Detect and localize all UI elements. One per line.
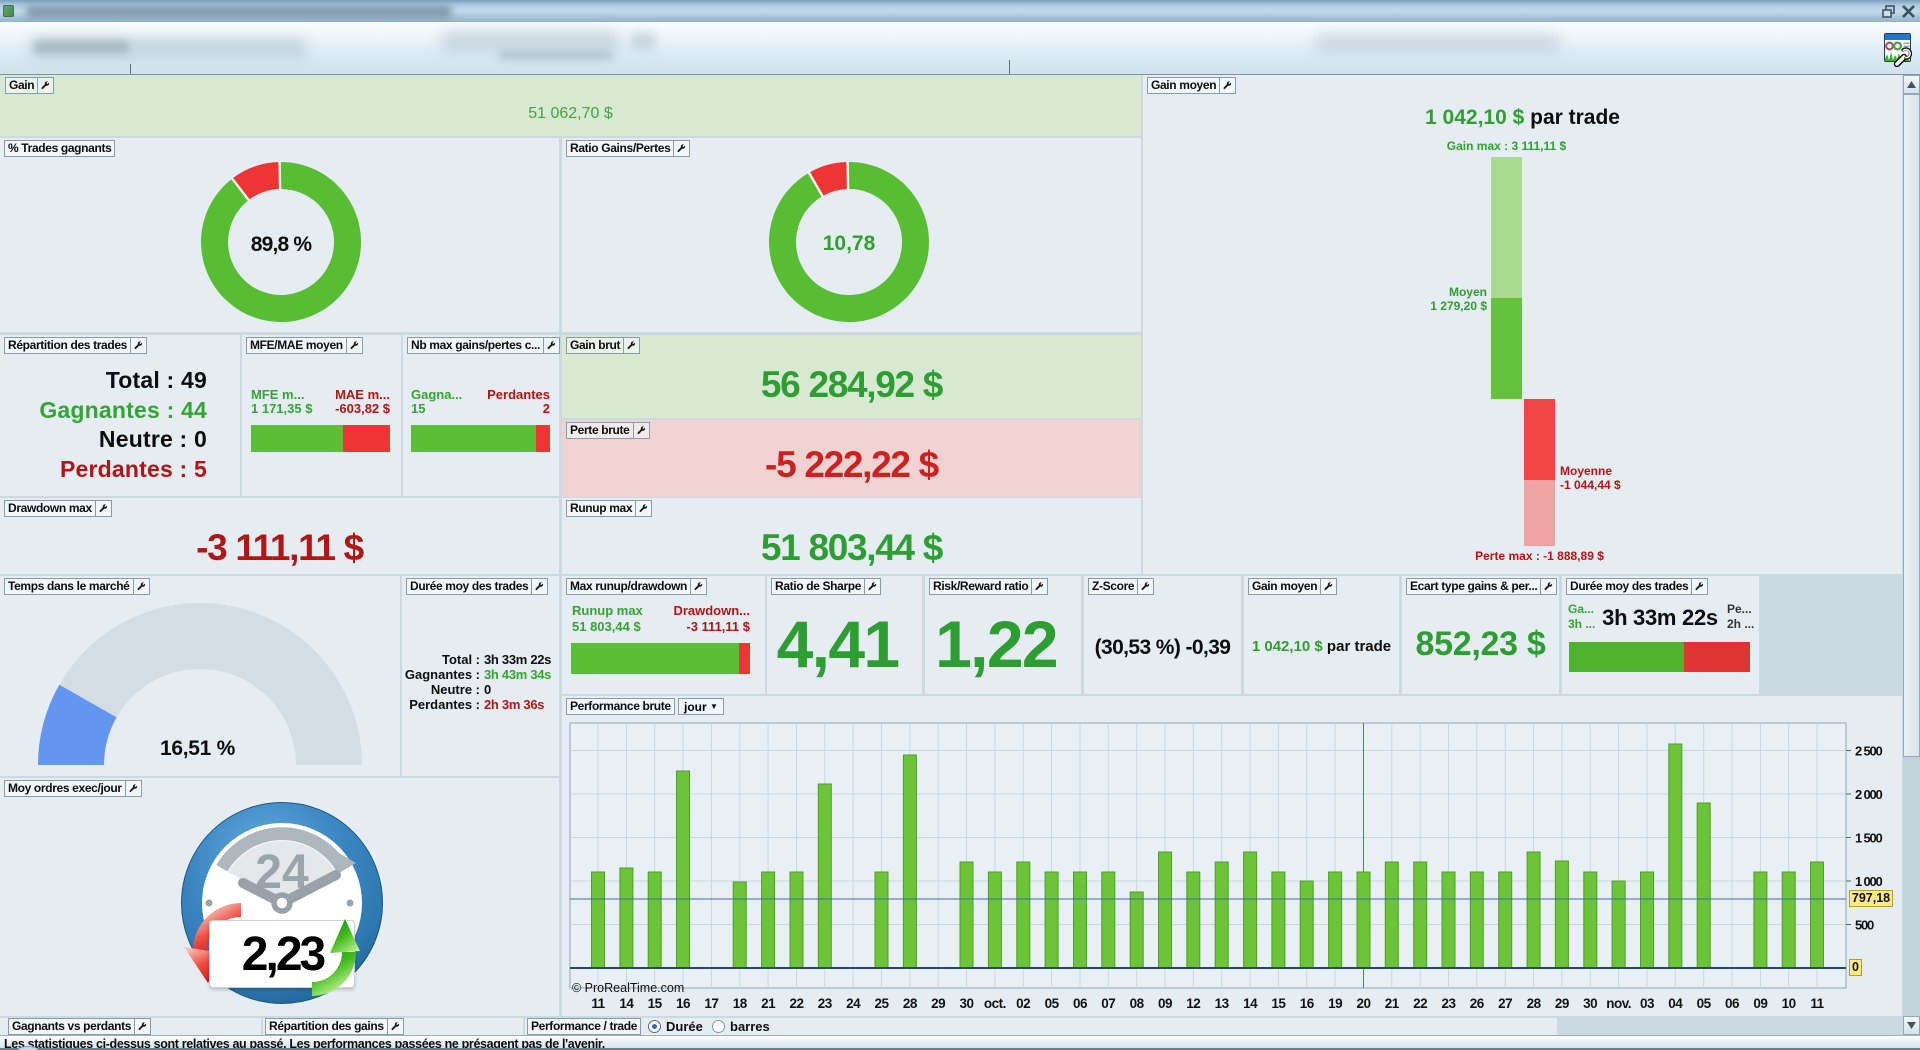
svg-text:03: 03 (1640, 996, 1655, 1011)
svg-text:19: 19 (1328, 996, 1342, 1011)
svg-text:04: 04 (1668, 996, 1683, 1011)
svg-text:14: 14 (619, 996, 634, 1011)
svg-text:24: 24 (846, 996, 861, 1011)
svg-text:28: 28 (1527, 996, 1542, 1011)
svg-text:500: 500 (1855, 918, 1874, 933)
svg-text:16: 16 (1300, 996, 1315, 1011)
svg-text:23: 23 (818, 996, 833, 1011)
svg-text:05: 05 (1697, 996, 1712, 1011)
svg-text:20: 20 (1356, 996, 1370, 1011)
svg-text:09: 09 (1753, 996, 1767, 1011)
svg-text:27: 27 (1498, 996, 1512, 1011)
svg-text:02: 02 (1016, 996, 1030, 1011)
svg-text:nov.: nov. (1606, 996, 1631, 1011)
svg-text:21: 21 (761, 996, 776, 1011)
svg-text:© ProRealTime.com: © ProRealTime.com (572, 981, 684, 995)
svg-text:oct.: oct. (984, 996, 1006, 1011)
svg-text:25: 25 (874, 996, 889, 1011)
svg-text:12: 12 (1186, 996, 1200, 1011)
svg-text:08: 08 (1130, 996, 1145, 1011)
svg-text:15: 15 (1271, 996, 1286, 1011)
svg-text:29: 29 (1555, 996, 1569, 1011)
svg-text:13: 13 (1215, 996, 1230, 1011)
svg-text:17: 17 (704, 996, 718, 1011)
svg-text:10: 10 (1782, 996, 1796, 1011)
svg-text:1 500: 1 500 (1855, 831, 1883, 846)
svg-text:16: 16 (676, 996, 691, 1011)
svg-text:29: 29 (931, 996, 945, 1011)
svg-text:30: 30 (959, 996, 973, 1011)
svg-text:28: 28 (903, 996, 918, 1011)
svg-text:30: 30 (1583, 996, 1597, 1011)
svg-text:11: 11 (1810, 996, 1824, 1011)
svg-text:2 500: 2 500 (1855, 744, 1883, 759)
svg-text:15: 15 (648, 996, 663, 1011)
svg-text:22: 22 (1413, 996, 1427, 1011)
svg-text:1 000: 1 000 (1855, 874, 1883, 889)
svg-text:06: 06 (1073, 996, 1088, 1011)
svg-text:18: 18 (733, 996, 748, 1011)
svg-text:14: 14 (1243, 996, 1258, 1011)
svg-text:06: 06 (1725, 996, 1740, 1011)
svg-text:23: 23 (1441, 996, 1456, 1011)
svg-text:07: 07 (1101, 996, 1115, 1011)
svg-text:2 000: 2 000 (1855, 787, 1883, 802)
svg-text:22: 22 (789, 996, 803, 1011)
svg-text:09: 09 (1158, 996, 1172, 1011)
svg-text:11: 11 (591, 996, 605, 1011)
svg-text:05: 05 (1045, 996, 1060, 1011)
svg-text:21: 21 (1385, 996, 1400, 1011)
svg-text:26: 26 (1470, 996, 1485, 1011)
